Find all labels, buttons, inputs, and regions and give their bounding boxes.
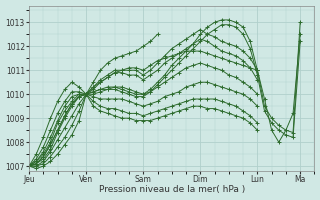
X-axis label: Pression niveau de la mer( hPa ): Pression niveau de la mer( hPa ) bbox=[99, 185, 245, 194]
